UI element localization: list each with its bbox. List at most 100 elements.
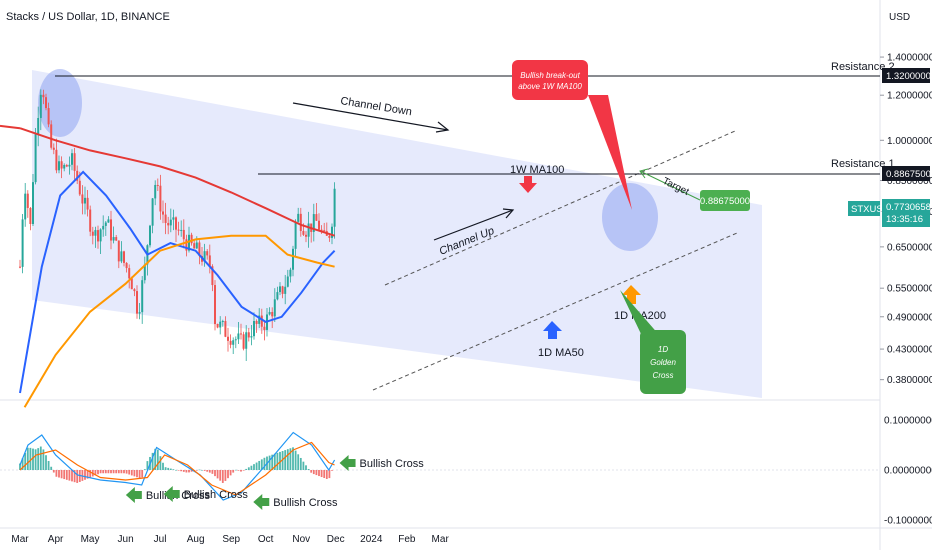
moving-averages: [0, 124, 336, 408]
price-tick-label: 1.40000000: [887, 53, 932, 64]
candle: [156, 178, 159, 191]
channel-up-upper: [384, 130, 736, 286]
macd-histogram-bar: [221, 470, 224, 483]
candle: [138, 302, 141, 320]
symbol-tag: [848, 201, 880, 216]
time-tick-label: Aug: [187, 534, 205, 545]
macd-histogram-bar: [242, 470, 245, 471]
macd-histogram-bar: [117, 470, 120, 474]
golden-cross-line-1: 1D: [658, 345, 668, 354]
candle: [81, 185, 84, 215]
last-price-tag: [882, 199, 930, 227]
candle: [68, 156, 71, 175]
macd-histogram-bar: [237, 470, 240, 471]
candle: [297, 207, 300, 224]
bullish-cross-marker: Bullish Cross: [163, 486, 249, 502]
candle: [60, 156, 63, 179]
bullish-cross-label: Bullish Cross: [360, 458, 425, 470]
macd-histogram-bar: [234, 469, 237, 471]
candle: [125, 262, 128, 273]
candle: [151, 198, 154, 234]
macd-histogram-bar: [177, 470, 180, 471]
candle: [273, 288, 276, 322]
macd-histogram-bar: [151, 452, 154, 470]
candle: [245, 325, 248, 361]
macd-histogram-bar: [312, 470, 315, 475]
macd-histogram-bar: [195, 470, 198, 471]
ma100-label: 1W MA100: [510, 164, 564, 176]
candle: [89, 205, 92, 237]
macd-histogram-bar: [123, 470, 125, 474]
ma-1d-200-line: [23, 234, 335, 408]
candles: [19, 89, 336, 361]
chart-title: Stacks / US Dollar, 1D, BINANCE: [6, 11, 170, 23]
resistance-2-tag-value: 1.32000000: [886, 71, 932, 82]
candle: [177, 221, 180, 236]
candle: [55, 138, 58, 174]
macd-histogram-bar: [203, 470, 206, 471]
macd-histogram-bar: [29, 447, 32, 470]
macd-histogram-bar: [81, 470, 84, 481]
bullish-cross-arrow: [125, 487, 142, 503]
candle: [32, 173, 34, 226]
macd-histogram-bar: [258, 460, 261, 470]
macd-histogram-bar: [102, 470, 105, 474]
bullish-cross-label: Bullish Cross: [184, 489, 249, 501]
candle: [312, 203, 315, 242]
resistance-2-label: Resistance 2: [831, 61, 895, 73]
candle: [99, 228, 102, 254]
candle: [102, 215, 105, 237]
macd-histogram-bar: [65, 470, 68, 480]
macd-histogram-bar: [305, 465, 307, 470]
candle: [24, 183, 27, 227]
macd-axis[interactable]: 0.10000000 0.00000000 -0.10000000: [884, 416, 932, 527]
macd-histogram-bar: [110, 470, 112, 474]
macd-histogram-bar: [328, 470, 331, 479]
macd-histogram-bar: [255, 462, 258, 470]
channel-down-arrow-head: [435, 121, 450, 133]
time-axis[interactable]: Mar Apr May Jun Jul Aug Sep Oct Nov Dec 2024 Feb Mar: [11, 534, 449, 545]
time-tick-label: Sep: [222, 534, 240, 545]
macd-histogram-bar: [71, 470, 73, 482]
candle: [315, 203, 318, 221]
macd-histogram-bar: [39, 446, 42, 470]
macd-histogram-bar: [185, 470, 188, 473]
candle: [198, 240, 201, 265]
macd-histogram-bar: [58, 470, 60, 478]
candle: [250, 325, 253, 346]
time-tick-label: Mar: [432, 534, 450, 545]
candle: [47, 102, 50, 128]
candle: [19, 259, 21, 269]
candle: [162, 200, 164, 224]
candle: [193, 239, 196, 249]
macd-histogram-bar: [133, 470, 136, 477]
candle: [323, 222, 326, 233]
highlight-circle-left: [38, 69, 82, 137]
candle: [255, 319, 258, 333]
macd-histogram-bar: [169, 468, 172, 470]
macd-histogram-bar: [302, 461, 305, 470]
candle: [224, 316, 227, 338]
candle: [227, 327, 229, 352]
resistance-1-label: Resistance 1: [831, 158, 895, 170]
macd-histogram-bar: [292, 447, 294, 470]
candle: [216, 323, 219, 329]
macd-histogram-bar: [47, 460, 50, 470]
macd-histogram-bar: [128, 470, 131, 475]
channel-down-arrow: [292, 102, 449, 131]
macd-histogram-bar: [89, 470, 92, 478]
macd-histogram-bar: [232, 470, 235, 473]
golden-cross-box: [640, 330, 686, 394]
candle: [219, 316, 222, 335]
candle: [299, 207, 302, 237]
macd-histogram-bar: [279, 451, 281, 470]
macd-histogram-bar: [268, 455, 271, 470]
macd-histogram-bar: [104, 470, 107, 474]
candle: [221, 319, 224, 327]
macd-histogram-bar: [99, 470, 102, 474]
